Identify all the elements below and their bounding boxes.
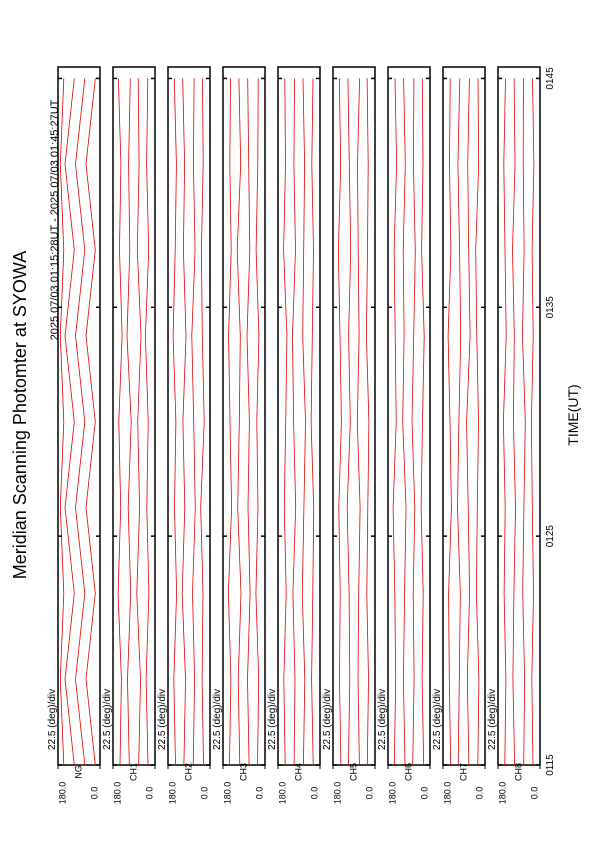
scale-label: 22.5 (deg)/div	[47, 689, 58, 750]
x-tick-label: 0135	[545, 296, 556, 319]
y-tick-label: 180.0	[112, 782, 122, 805]
trace	[75, 78, 86, 766]
y-tick-label: 180.0	[442, 782, 452, 805]
trace	[126, 78, 132, 766]
trace	[502, 78, 507, 766]
panel-frame	[497, 66, 541, 766]
x-tick-label: 0145	[545, 67, 556, 90]
panel-frame	[332, 66, 376, 766]
scale-label: 22.5 (deg)/div	[212, 689, 223, 750]
trace	[466, 78, 471, 766]
trace	[301, 78, 306, 766]
scale-label: 22.5 (deg)/div	[487, 689, 498, 750]
channel-label: NG	[73, 765, 83, 779]
y-tick-label: 0.0	[199, 787, 209, 800]
chart-title: Meridian Scanning Photomter at SYOWA	[10, 251, 30, 579]
trace	[236, 78, 242, 766]
panel-frame	[387, 66, 431, 766]
scale-label: 22.5 (deg)/div	[157, 689, 168, 750]
scale-label: 22.5 (deg)/div	[102, 689, 113, 750]
y-tick-label: 180.0	[57, 782, 67, 805]
y-tick-label: 180.0	[332, 782, 342, 805]
scale-label: 22.5 (deg)/div	[322, 689, 333, 750]
trace	[512, 78, 516, 766]
trace	[475, 78, 480, 766]
y-tick-label: 0.0	[364, 787, 374, 800]
scale-label: 22.5 (deg)/div	[267, 689, 278, 750]
trace	[85, 78, 96, 766]
panel-frame	[442, 66, 486, 766]
channel-label: CH7	[458, 763, 468, 781]
trace	[172, 78, 178, 766]
channel-label: CH8	[513, 763, 523, 781]
trace	[447, 78, 452, 766]
y-tick-label: 0.0	[309, 787, 319, 800]
trace	[144, 78, 150, 766]
panel-frame	[112, 66, 156, 766]
y-tick-label: 0.0	[529, 787, 539, 800]
trace	[411, 78, 416, 766]
trace	[365, 78, 370, 766]
trace	[392, 78, 398, 766]
trace	[292, 78, 297, 766]
y-tick-label: 180.0	[497, 782, 507, 805]
trace	[227, 78, 233, 766]
x-axis-label: TIME(UT)	[565, 384, 581, 445]
y-tick-label: 0.0	[144, 787, 154, 800]
trace	[530, 78, 535, 766]
channel-label: CH6	[403, 763, 413, 781]
y-tick-label: 0.0	[254, 787, 264, 800]
panel-frame	[277, 66, 321, 766]
trace	[136, 78, 142, 766]
trace	[200, 78, 205, 766]
trace	[117, 78, 123, 766]
scale-label: 22.5 (deg)/div	[377, 689, 388, 750]
trace	[181, 78, 187, 766]
channel-label: CH3	[238, 763, 248, 781]
y-tick-label: 180.0	[167, 782, 177, 805]
x-tick-label: 0115	[545, 754, 556, 776]
panel-frame	[167, 66, 211, 766]
y-tick-label: 0.0	[419, 787, 429, 800]
y-tick-label: 0.0	[89, 787, 99, 800]
trace	[59, 78, 65, 766]
channel-label: CH5	[348, 763, 358, 781]
channel-label: CH2	[183, 763, 193, 781]
trace	[356, 78, 361, 766]
trace	[64, 78, 75, 766]
trace	[346, 78, 352, 766]
channel-label: CH4	[293, 763, 303, 781]
trace	[402, 78, 407, 766]
panel-frame	[57, 66, 101, 766]
trace	[283, 78, 288, 766]
x-tick-label: 0125	[545, 525, 556, 548]
chart-subtitle: 2025 07/03 01:15:28UT - 2025 07/03 01:45…	[49, 99, 61, 340]
scale-label: 22.5 (deg)/div	[432, 689, 443, 750]
y-tick-label: 180.0	[277, 782, 287, 805]
trace	[420, 78, 425, 766]
trace	[522, 78, 526, 766]
trace	[337, 78, 342, 766]
channel-label: CH1	[128, 763, 138, 781]
trace	[246, 78, 251, 766]
trace	[457, 78, 462, 766]
trace	[310, 78, 315, 766]
y-tick-label: 0.0	[474, 787, 484, 800]
y-tick-label: 180.0	[222, 782, 232, 805]
panel-frame	[222, 66, 266, 766]
trace	[191, 78, 196, 766]
y-tick-label: 180.0	[387, 782, 397, 805]
trace	[255, 78, 260, 766]
